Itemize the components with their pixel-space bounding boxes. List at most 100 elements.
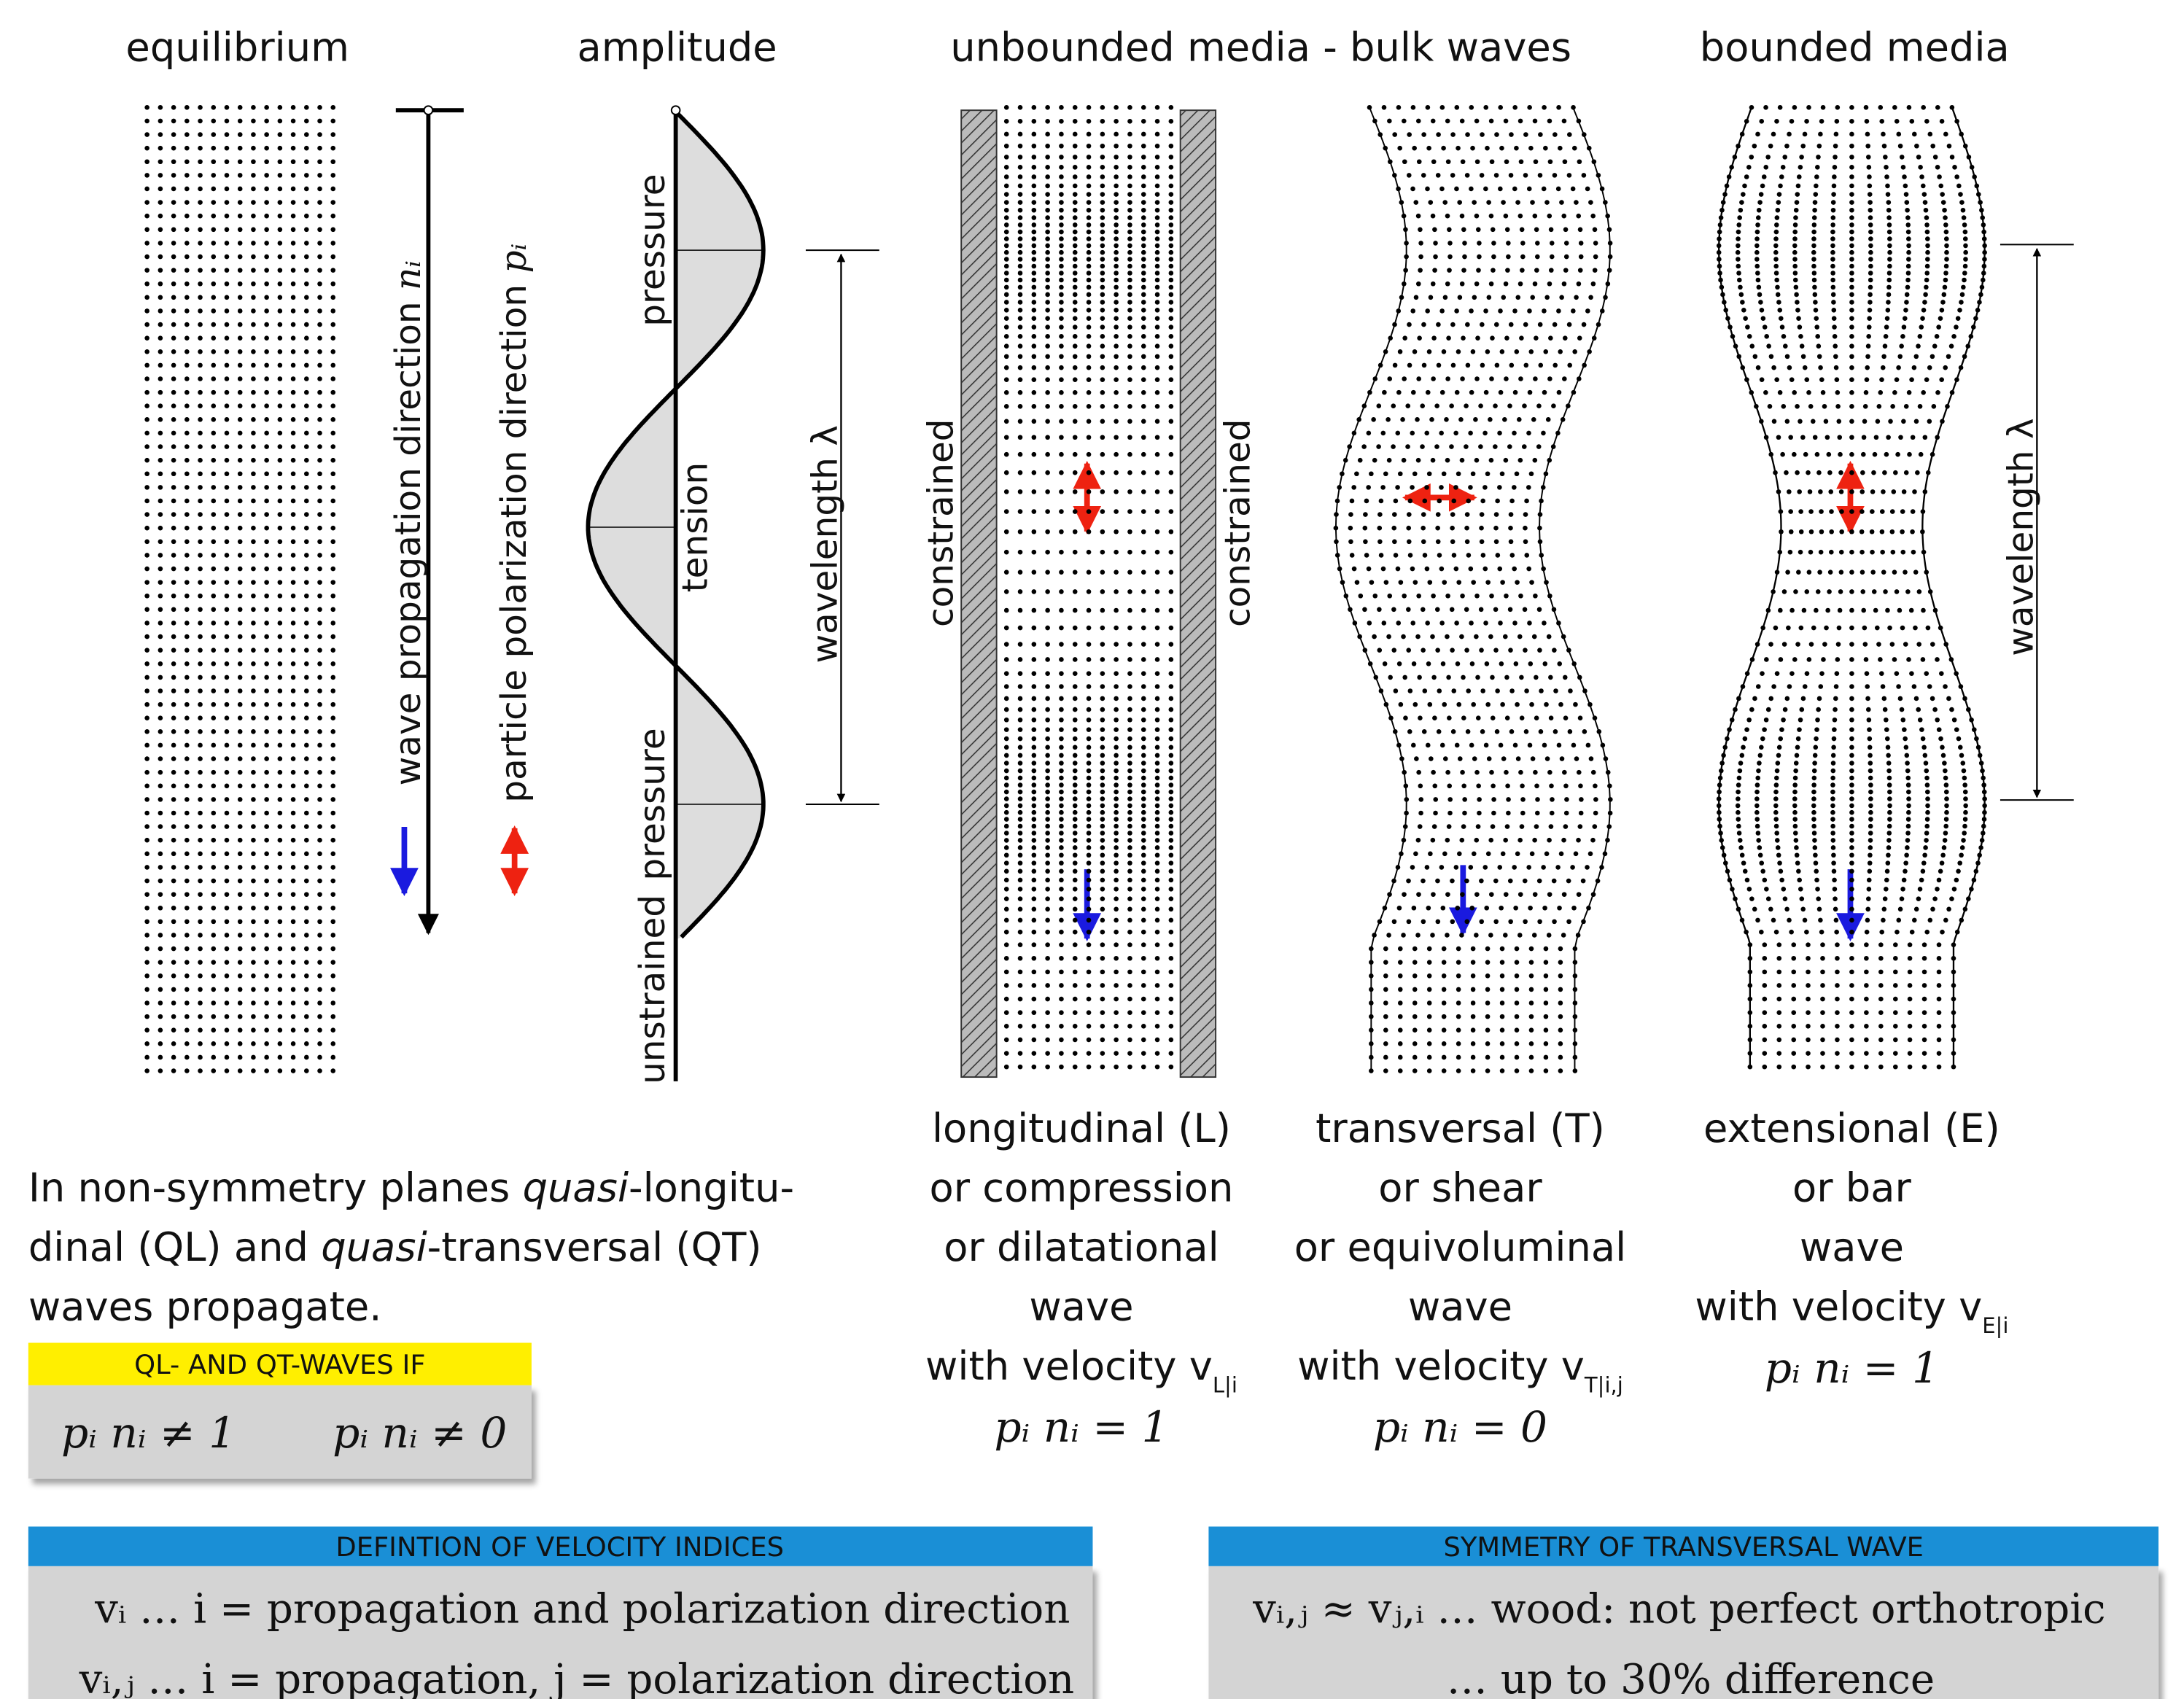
particle xyxy=(1100,983,1105,988)
particle xyxy=(1921,390,1926,395)
particle xyxy=(1420,403,1425,408)
particle xyxy=(1864,942,1869,947)
particle xyxy=(1155,300,1160,305)
particle xyxy=(291,960,296,965)
particle xyxy=(1396,390,1402,395)
particle xyxy=(1833,896,1838,901)
particle xyxy=(1141,264,1146,269)
particle xyxy=(1411,390,1416,395)
particle xyxy=(238,187,243,192)
particle xyxy=(264,1055,269,1060)
box-title: SYMMETRY OF TRANSVERSAL WAVE xyxy=(1444,1531,1924,1563)
particle xyxy=(184,933,190,938)
particle xyxy=(1018,222,1023,228)
particle xyxy=(1512,485,1517,490)
particle xyxy=(1073,236,1078,241)
particle xyxy=(238,770,243,775)
particle xyxy=(1773,264,1779,269)
pivot xyxy=(672,106,680,114)
particle xyxy=(1441,146,1446,151)
particle xyxy=(158,675,163,680)
particle xyxy=(1059,343,1064,349)
particle xyxy=(1478,403,1483,408)
particle xyxy=(1004,838,1009,843)
particle xyxy=(1045,727,1050,732)
particle xyxy=(264,187,269,192)
particle xyxy=(1087,1024,1092,1029)
particle xyxy=(225,960,230,965)
particle xyxy=(1561,933,1566,938)
particle xyxy=(1155,782,1160,788)
particle xyxy=(1018,753,1023,758)
particle xyxy=(1474,770,1480,775)
particle xyxy=(211,811,216,816)
particle xyxy=(1087,404,1092,409)
particle xyxy=(251,743,256,748)
particle xyxy=(1032,896,1037,901)
particle xyxy=(1169,390,1174,395)
particle xyxy=(238,607,243,613)
particle xyxy=(1045,236,1050,241)
particle xyxy=(225,797,230,802)
particle xyxy=(264,702,269,707)
particle xyxy=(1059,292,1064,298)
particle xyxy=(1155,452,1160,457)
particle xyxy=(211,594,216,599)
particle xyxy=(1402,376,1407,381)
particle xyxy=(291,797,296,802)
particle xyxy=(1004,278,1009,283)
particle xyxy=(1004,1065,1009,1070)
particle xyxy=(291,526,296,531)
particle xyxy=(211,485,216,490)
particle xyxy=(1398,1041,1403,1046)
particle xyxy=(144,349,149,354)
particle xyxy=(211,824,216,829)
particle xyxy=(1771,684,1776,689)
particle xyxy=(1169,761,1174,766)
particle xyxy=(1515,1000,1520,1006)
particle xyxy=(225,634,230,639)
particle xyxy=(1045,264,1050,269)
particle xyxy=(1114,308,1119,313)
particle xyxy=(1412,1014,1418,1019)
particle xyxy=(1935,657,1940,662)
particle xyxy=(171,567,176,572)
particle xyxy=(251,756,256,761)
particle xyxy=(1004,316,1009,321)
particle xyxy=(211,865,216,870)
particle xyxy=(158,702,163,707)
particle xyxy=(1045,896,1050,901)
particle xyxy=(1004,745,1009,750)
particle xyxy=(317,308,322,314)
particle xyxy=(1141,930,1146,935)
particle xyxy=(1963,817,1968,822)
particle xyxy=(1792,804,1798,809)
particle xyxy=(1127,878,1132,883)
particle xyxy=(1004,404,1009,409)
particle xyxy=(1169,845,1174,850)
particle xyxy=(1864,1024,1869,1029)
particle xyxy=(1831,745,1836,750)
particle xyxy=(1059,942,1064,947)
particle xyxy=(1544,960,1549,965)
particle xyxy=(1045,684,1050,689)
particle xyxy=(1940,930,1945,935)
particle xyxy=(278,241,283,246)
particle xyxy=(251,811,256,816)
particle xyxy=(251,920,256,925)
particle xyxy=(1045,796,1050,801)
particle xyxy=(158,268,163,273)
particle xyxy=(1155,390,1160,395)
particle xyxy=(1538,132,1543,137)
particle xyxy=(238,634,243,639)
particle xyxy=(1478,444,1483,449)
particle xyxy=(1018,918,1023,923)
particle xyxy=(1868,215,1873,220)
particle xyxy=(158,946,163,952)
note-text: In non-symmetry planes xyxy=(28,1165,523,1211)
particle xyxy=(238,987,243,992)
particle xyxy=(1073,365,1078,370)
particle xyxy=(1073,907,1078,912)
particle xyxy=(1464,526,1469,531)
particle xyxy=(1814,316,1819,321)
